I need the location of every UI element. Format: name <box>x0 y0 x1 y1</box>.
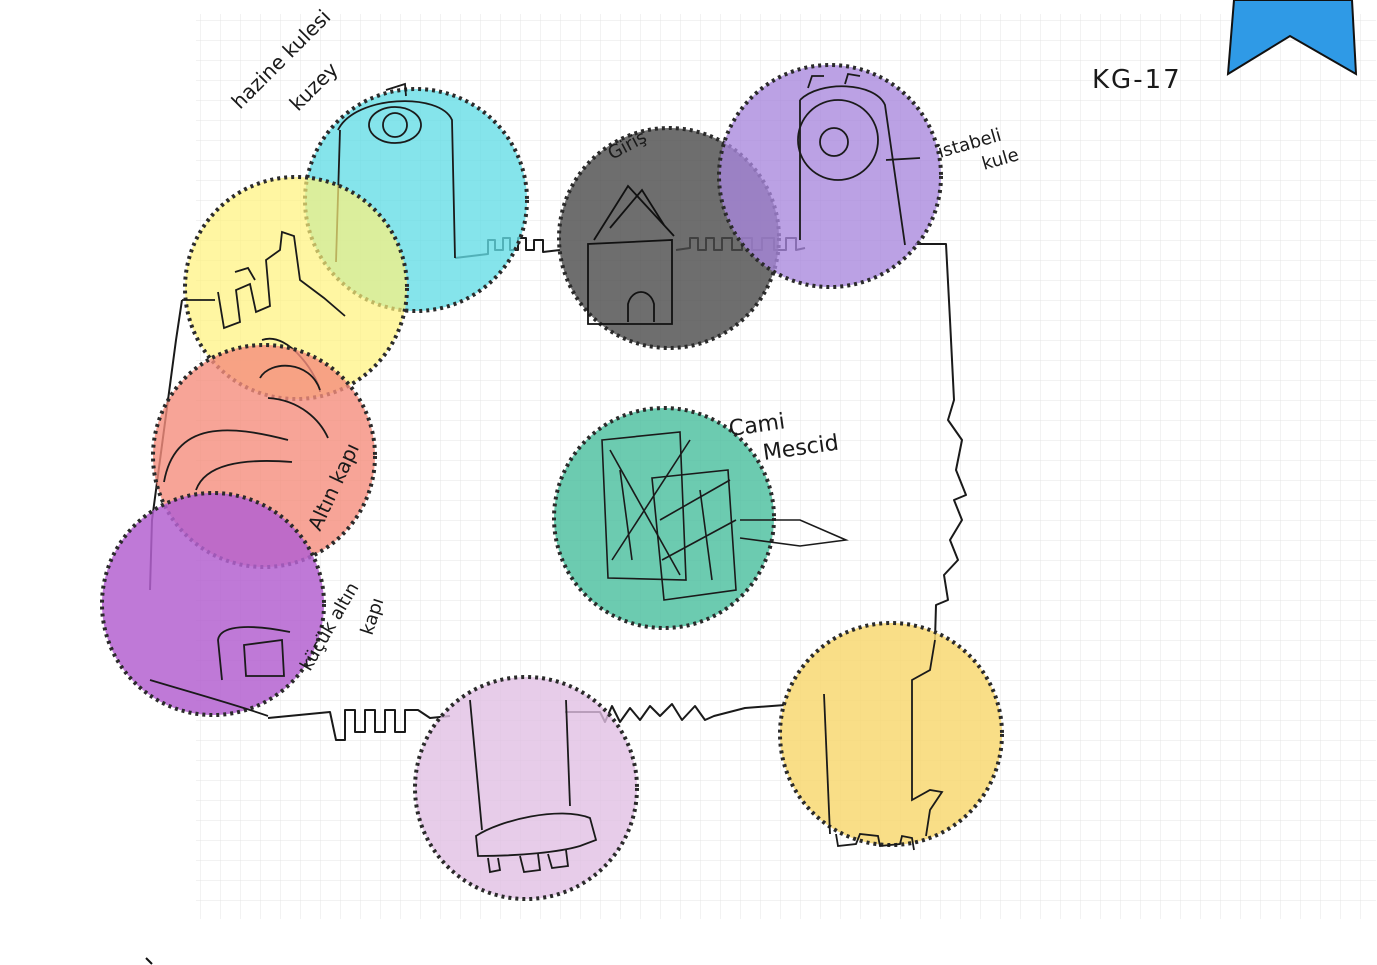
gate-icon <box>149 626 291 717</box>
zone-istabeli-kule[interactable] <box>717 63 943 289</box>
zone-istabeli-kule-disk <box>717 63 943 289</box>
mosque-icon <box>601 431 849 601</box>
zone-kuzeybati-burcu[interactable] <box>182 175 409 401</box>
gate-tower-icon <box>587 184 675 325</box>
zone-cami-mescid[interactable] <box>552 406 849 630</box>
zone-guneydogu-kulesi-disk <box>778 621 1004 847</box>
zone-guney-kulesi-disk <box>413 675 639 901</box>
zone-guneydogu-kulesi[interactable] <box>778 621 1004 851</box>
square-tower-icon <box>823 639 944 851</box>
zone-kucuk-altin-kapi-disk <box>100 491 326 717</box>
gate-icon <box>163 364 329 491</box>
zone-kuzeybati-burcu-disk <box>183 175 409 401</box>
bookmark-icon[interactable] <box>1226 0 1358 76</box>
zone-guney-kulesi[interactable] <box>413 675 639 901</box>
round-tower-icon <box>797 72 921 246</box>
sheet-code: KG-17 <box>1092 65 1182 95</box>
zone-kucuk-altin-kapi[interactable] <box>100 491 326 717</box>
square-tower-icon <box>469 699 598 874</box>
stray-mark <box>145 957 153 965</box>
